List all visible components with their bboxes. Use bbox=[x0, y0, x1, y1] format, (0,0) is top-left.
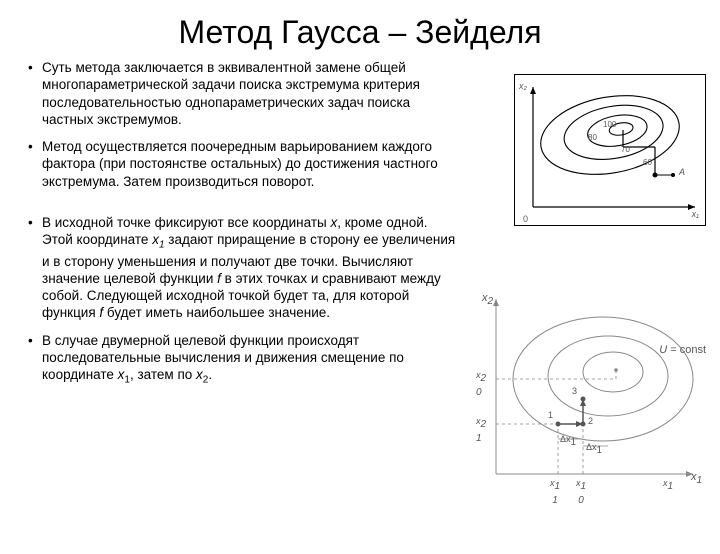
fig1-70: 70 bbox=[621, 145, 630, 154]
fig1-80: 80 bbox=[588, 133, 597, 142]
fig1-100: 100 bbox=[603, 120, 616, 129]
fig2-u-const: U = const bbox=[659, 344, 706, 356]
fig2-x2-axis: x2 bbox=[482, 292, 493, 307]
figure-2: x2 x1 U = const 1 2 3 Δx1 Δx1 x20 x21 x1… bbox=[468, 284, 708, 504]
fig2-x11: x11 bbox=[550, 478, 560, 506]
page-title: Метод Гаусса – Зейделя bbox=[0, 14, 720, 51]
fig1-x2-label: x₂ bbox=[519, 81, 527, 91]
fig2-p2: 2 bbox=[588, 416, 593, 426]
fig2-dx1b: Δx1 bbox=[586, 442, 602, 456]
fig2-x1tick: x1 bbox=[663, 478, 673, 492]
fig2-x10: x10 bbox=[576, 478, 586, 506]
fig1-A: A bbox=[679, 167, 685, 177]
fig2-x1-axis: x1 bbox=[691, 471, 702, 486]
bullet-1: Суть метода заключается в эквивалентной … bbox=[28, 59, 458, 128]
fig1-60: 60 bbox=[643, 158, 652, 167]
fig2-p3: 3 bbox=[572, 386, 577, 396]
figure-1: x₂ 0 x₁ A 100 80 70 60 bbox=[514, 74, 706, 226]
fig1-x1-label: x₁ bbox=[692, 209, 699, 219]
bullet-2: Метод осуществляется поочередным варьиро… bbox=[28, 138, 458, 190]
fig2-p1: 1 bbox=[548, 410, 553, 420]
fig2-dx1a: Δx1 bbox=[560, 434, 576, 448]
bullet-3: В исходной точке фиксируют все координат… bbox=[28, 214, 458, 322]
fig2-x20: x20 bbox=[476, 370, 486, 398]
fig2-x21: x21 bbox=[476, 416, 486, 444]
bullet-list: Суть метода заключается в эквивалентной … bbox=[28, 59, 458, 398]
bullet-4: В случае двумерной целевой функции проис… bbox=[28, 332, 458, 388]
fig1-origin: 0 bbox=[523, 214, 528, 224]
